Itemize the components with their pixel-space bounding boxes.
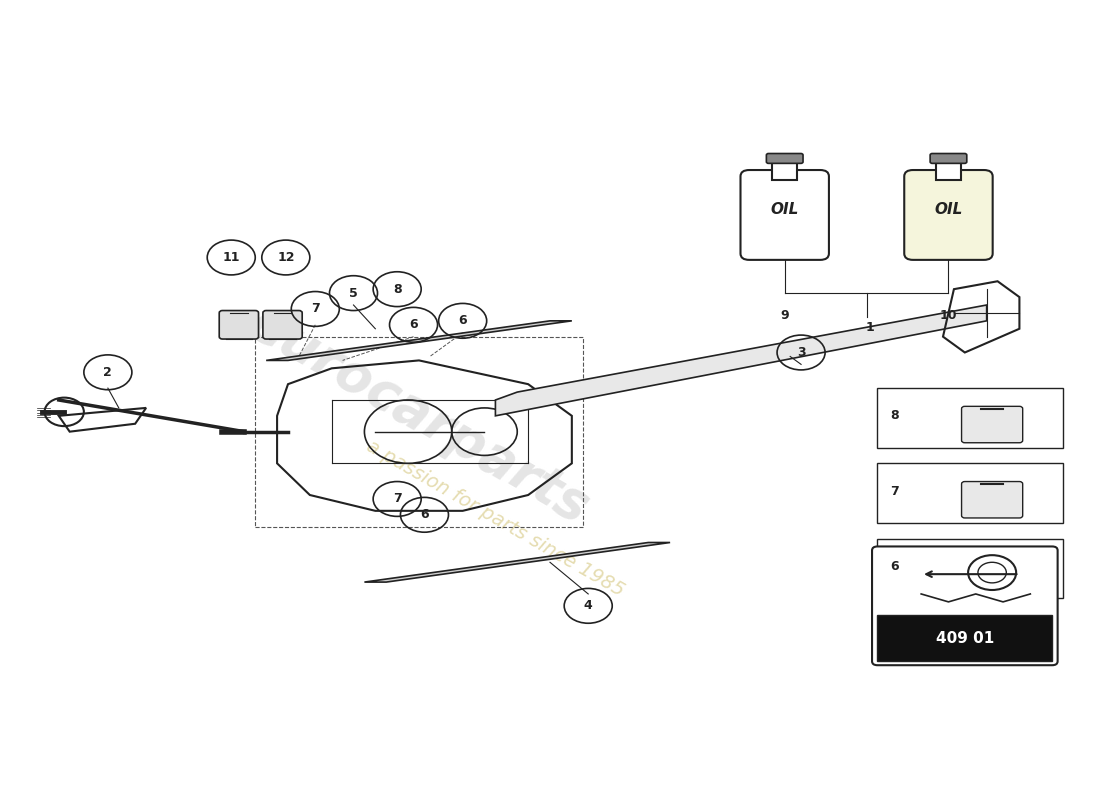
FancyBboxPatch shape (904, 170, 992, 260)
Text: 8: 8 (891, 410, 899, 422)
FancyBboxPatch shape (263, 310, 302, 339)
FancyBboxPatch shape (961, 482, 1023, 518)
FancyBboxPatch shape (872, 546, 1057, 666)
Text: 5: 5 (349, 286, 358, 300)
FancyBboxPatch shape (878, 615, 1053, 662)
FancyBboxPatch shape (961, 406, 1023, 442)
Text: 7: 7 (891, 485, 900, 498)
Text: eurocarparts: eurocarparts (240, 298, 598, 534)
Polygon shape (364, 542, 670, 582)
FancyBboxPatch shape (772, 162, 798, 180)
Text: 3: 3 (796, 346, 805, 359)
Polygon shape (266, 321, 572, 361)
Text: 1: 1 (866, 321, 874, 334)
Text: OIL: OIL (770, 202, 799, 218)
Text: 6: 6 (459, 314, 468, 327)
Polygon shape (495, 305, 987, 416)
Text: 6: 6 (420, 508, 429, 522)
FancyBboxPatch shape (931, 154, 967, 163)
Text: 9: 9 (780, 309, 789, 322)
Text: 7: 7 (311, 302, 320, 315)
Text: a passion for parts since 1985: a passion for parts since 1985 (363, 437, 628, 601)
Text: 10: 10 (939, 309, 957, 322)
Text: OIL: OIL (934, 202, 962, 218)
Text: 8: 8 (393, 282, 402, 296)
FancyBboxPatch shape (936, 162, 961, 180)
Text: 7: 7 (393, 493, 402, 506)
FancyBboxPatch shape (219, 310, 258, 339)
Text: 12: 12 (277, 251, 295, 264)
FancyBboxPatch shape (740, 170, 829, 260)
FancyBboxPatch shape (767, 154, 803, 163)
Text: 2: 2 (103, 366, 112, 378)
Text: 409 01: 409 01 (936, 630, 994, 646)
Text: 6: 6 (891, 560, 899, 573)
Text: 11: 11 (222, 251, 240, 264)
Text: 6: 6 (409, 318, 418, 331)
Text: 4: 4 (584, 599, 593, 612)
